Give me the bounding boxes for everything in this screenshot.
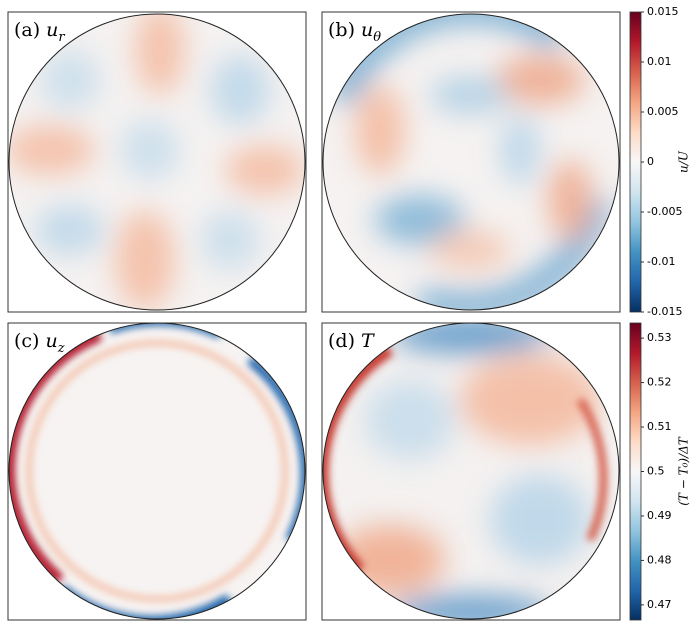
colorbar [630,323,641,620]
tick-label: -0.015 [647,305,682,318]
tick-label: 0 [647,155,654,168]
panel-letter: (c) [14,330,39,352]
tick-label: 0.5 [647,465,665,478]
tick-label: 0.015 [647,5,679,18]
tick-label: 0.005 [647,105,679,118]
panel-symbol: u [46,19,58,41]
panel-subscript: r [58,30,65,45]
colorbar-label: (T − T₀)/ΔT [677,436,691,506]
panel-letter: (b) [328,19,355,41]
colorbar [630,12,641,312]
tick-label: 0.52 [647,376,672,389]
panel-label: (d) T [328,330,375,352]
panel-subscript: z [57,341,65,356]
tick-label: -0.01 [647,255,675,268]
panel-symbol: u [45,330,57,352]
tick-label: 0.49 [647,509,672,522]
tick-label: -0.005 [647,205,682,218]
panel-subscript: θ [373,30,381,45]
tick-label: 0.48 [647,553,672,566]
panel-symbol: u [361,19,373,41]
panel-letter: (d) [328,330,355,352]
tick-label: 0.53 [647,331,672,344]
tick-label: 0.51 [647,420,672,433]
figure: (a)ur(b)uθ(c)uz(d)T-0.015-0.01-0.00500.0… [0,0,695,621]
panel-letter: (a) [14,19,40,41]
panel-symbol: T [361,330,375,352]
colorbar-label: u/U [677,150,691,173]
tick-label: 0.47 [647,598,672,611]
tick-label: 0.01 [647,55,672,68]
